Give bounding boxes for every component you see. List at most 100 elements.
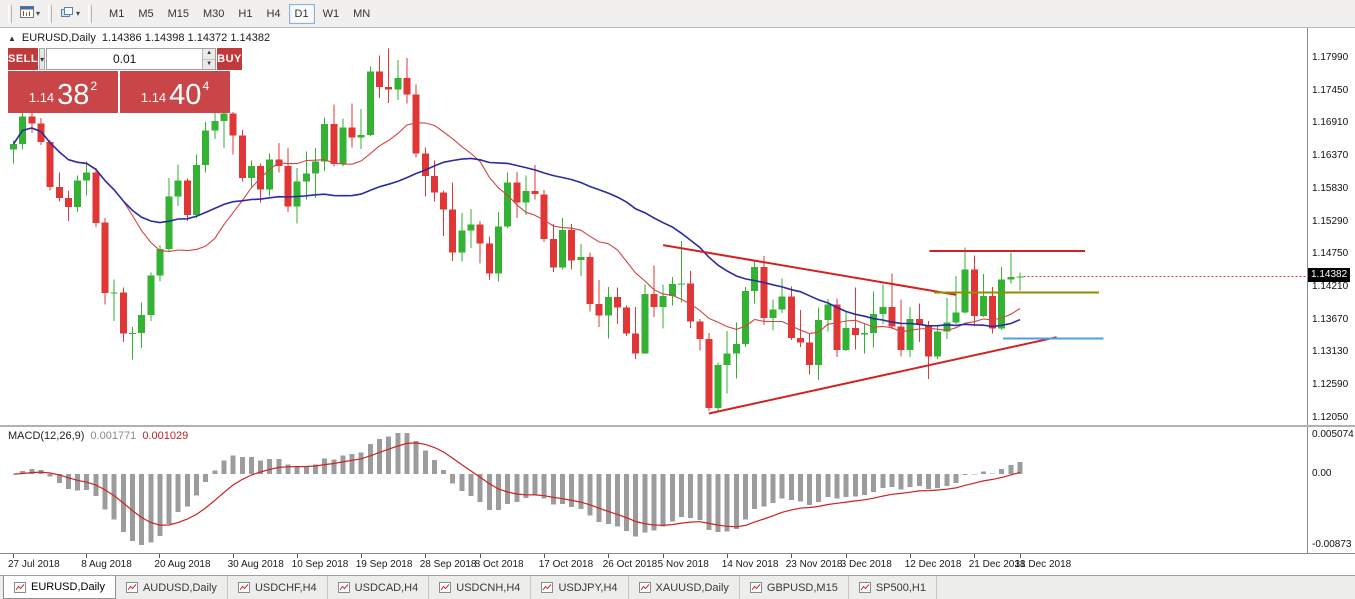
timeframe-button-mn[interactable]: MN [353, 7, 371, 20]
time-axis-tick [662, 554, 664, 558]
toolbar: ▾ ▾ M1 M5 M15 M30 H1 H4 D1 W1 MN [0, 0, 1355, 28]
time-axis-label: 17 Oct 2018 [538, 559, 594, 570]
price-plot[interactable]: ▲ EURUSD,Daily 1.14386 1.14398 1.14372 1… [0, 28, 1308, 425]
time-axis-label: 20 Aug 2018 [154, 559, 211, 570]
chevron-down-icon: ▾ [36, 8, 41, 18]
time-axis-tick [845, 554, 847, 558]
time-axis-label: 12 Dec 2018 [904, 559, 962, 570]
order-type-dropdown[interactable]: ▾ [39, 48, 46, 70]
time-axis-label: 5 Nov 2018 [657, 559, 709, 570]
time-axis-tick [479, 554, 481, 558]
chart-symbol-period: EURUSD,Daily [21, 32, 96, 44]
price-scale[interactable]: 1.14382 1.17990 1.17450 1.16910 1.16370 1.15… [1308, 28, 1354, 425]
tab-gbpusd-m15[interactable]: GBPUSD,M15 [740, 576, 849, 599]
price-scale-label: 1.16910 [1312, 117, 1349, 128]
lot-decrease-button[interactable]: ▼ [203, 59, 216, 69]
time-axis[interactable]: 27 Jul 2018 8 Aug 2018 20 Aug 2018 30 Aug 2… [0, 553, 1355, 575]
tab-sp500-h1[interactable]: SP500,H1 [849, 576, 937, 599]
time-axis-tick [726, 554, 728, 558]
time-axis-label: 31 Dec 2018 [1014, 559, 1072, 570]
time-axis-label: 14 Nov 2018 [721, 559, 779, 570]
time-axis-tick [13, 554, 14, 558]
macd-scale-max: 0.005074 [1312, 429, 1354, 440]
time-axis-tick [607, 554, 609, 558]
macd-name: MACD(12,26,9) [8, 430, 85, 442]
macd-label: MACD(12,26,9) 0.001771 0.001029 [8, 430, 188, 442]
sell-button[interactable]: SELL [8, 48, 39, 70]
toolbar-grip [88, 4, 93, 23]
timeframe-button-m5[interactable]: M5 [138, 7, 154, 20]
new-chart-button[interactable]: ▾ [16, 3, 44, 25]
lot-size-input[interactable] [47, 49, 203, 69]
chart-title: ▲ EURUSD,Daily 1.14386 1.14398 1.14372 1… [8, 32, 270, 44]
candlestick-chart-icon [20, 5, 34, 23]
toolbar-grip [48, 4, 53, 23]
tab-usdcad-h4[interactable]: USDCAD,H4 [328, 576, 430, 599]
tab-usdjpy-h4[interactable]: USDJPY,H4 [531, 576, 629, 599]
tab-usdcnh-h4[interactable]: USDCNH,H4 [429, 576, 532, 599]
time-axis-label: 30 Aug 2018 [227, 559, 284, 570]
one-click-trading-panel: SELL ▾ ▲ ▼ BUY 1.14 38 2 [8, 48, 242, 113]
tab-xauusd-daily[interactable]: XAUUSD,Daily [629, 576, 740, 599]
current-price-tag: 1.14382 [1308, 268, 1351, 282]
time-axis-tick [973, 554, 975, 558]
price-scale-label: 1.15290 [1312, 216, 1349, 227]
macd-signal-value: 0.001029 [142, 430, 189, 442]
time-axis-label: 27 Jul 2018 [8, 559, 60, 570]
time-axis-tick [909, 554, 911, 558]
timeframe-button-m15[interactable]: M15 [167, 7, 189, 20]
chart-icon [541, 582, 554, 593]
macd-scale-min: -0.00873 [1312, 539, 1352, 550]
tab-audusd-daily[interactable]: AUDUSD,Daily [116, 576, 228, 599]
chart-icon [337, 582, 350, 593]
macd-scale[interactable]: 0.005074 0.00 -0.00873 [1308, 427, 1354, 553]
timeframe-button-w1[interactable]: W1 [322, 7, 340, 20]
macd-plot[interactable]: MACD(12,26,9) 0.001771 0.001029 [0, 427, 1308, 553]
chart-icon [439, 582, 452, 593]
profiles-button[interactable]: ▾ [56, 3, 84, 25]
time-axis-label: 10 Sep 2018 [291, 559, 349, 570]
time-axis-label: 21 Dec 2018 [968, 559, 1026, 570]
macd-main-value: 0.001771 [90, 430, 137, 442]
tab-label: USDCAD,H4 [354, 581, 419, 594]
price-scale-label: 1.13130 [1312, 346, 1349, 357]
chart-tab-bar: EURUSD,Daily AUDUSD,Daily USDCHF,H4 USDCAD,… [0, 575, 1355, 599]
chart-ohlc-values: 1.14386 1.14398 1.14372 1.14382 [101, 32, 271, 44]
timeframe-buttons: M1 M5 M15 M30 H1 H4 D1 W1 MN [102, 3, 377, 24]
time-axis-tick [232, 554, 234, 558]
tab-usdchf-h4[interactable]: USDCHF,H4 [228, 576, 328, 599]
timeframe-button-m30[interactable]: M30 [203, 7, 225, 20]
timeframe-button-h1[interactable]: H1 [238, 7, 253, 20]
buy-button[interactable]: BUY [217, 48, 242, 70]
buy-price-pips: 40 [169, 79, 202, 112]
toolbar-grip [8, 4, 12, 23]
sell-price-point: 2 [90, 79, 98, 93]
tab-label: USDCHF,H4 [254, 581, 317, 594]
tab-label: USDJPY,H4 [558, 581, 618, 594]
macd-chart[interactable] [0, 427, 1308, 553]
time-axis-tick [424, 554, 426, 558]
tab-label: AUDUSD,Daily [142, 581, 217, 594]
time-axis-tick [86, 554, 88, 558]
lot-increase-button[interactable]: ▲ [203, 49, 216, 60]
sell-price-button[interactable]: 1.14 38 2 [8, 71, 118, 113]
tab-label: XAUUSD,Daily [655, 581, 729, 594]
buy-price-button[interactable]: 1.14 40 4 [120, 71, 230, 113]
candlestick-chart[interactable] [0, 28, 1308, 425]
chart-marker-icon: ▲ [8, 33, 16, 43]
timeframe-button-h4[interactable]: H4 [266, 7, 281, 20]
timeframe-button-m1[interactable]: M1 [109, 7, 125, 20]
time-axis-tick [360, 554, 362, 558]
tab-eurusd-daily[interactable]: EURUSD,Daily [3, 576, 116, 599]
sell-price-whole: 1.14 [28, 90, 55, 105]
tab-label: USDCNH,H4 [456, 581, 521, 594]
buy-price-point: 4 [202, 79, 210, 93]
tab-label: SP500,H1 [875, 581, 926, 594]
chart-icon [14, 581, 26, 593]
time-axis-label: 23 Nov 2018 [785, 559, 843, 570]
layers-icon [60, 5, 74, 23]
price-scale-label: 1.14210 [1312, 281, 1349, 292]
timeframe-button-d1[interactable]: D1 [288, 3, 315, 24]
price-scale-label: 1.12590 [1312, 379, 1349, 390]
